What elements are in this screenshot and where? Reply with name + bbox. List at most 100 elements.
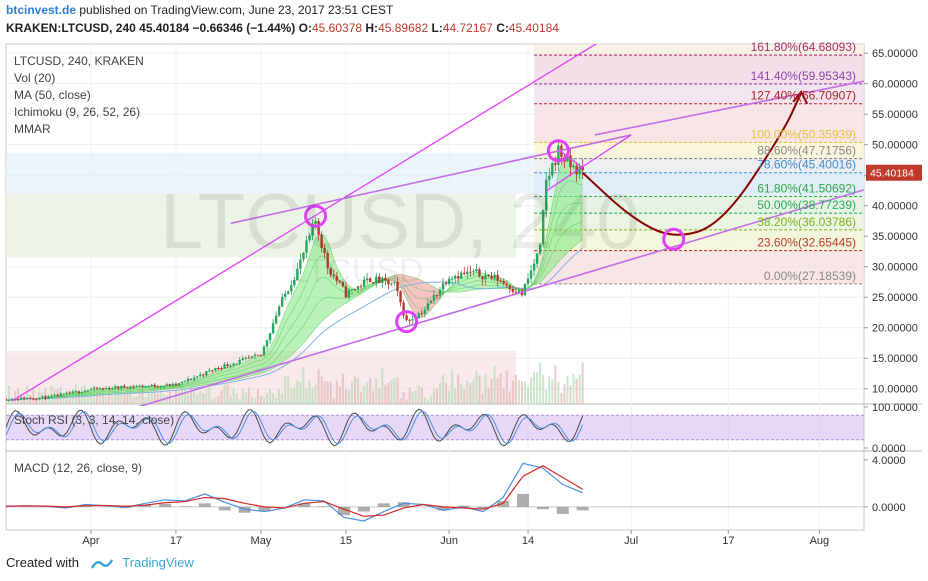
volume-bar bbox=[159, 387, 162, 404]
candle-body bbox=[517, 290, 521, 293]
candle-body bbox=[450, 278, 454, 280]
ribbon-segment bbox=[291, 292, 295, 356]
x-tick-label: Aug bbox=[810, 535, 830, 547]
candle-body bbox=[469, 271, 472, 273]
candle-body bbox=[141, 385, 144, 387]
candle-body bbox=[268, 333, 272, 341]
candle-body bbox=[387, 280, 390, 285]
trend-lines[interactable] bbox=[11, 41, 864, 408]
x-tick-label: Jul bbox=[624, 535, 638, 547]
candle-body bbox=[68, 392, 71, 394]
candle-body bbox=[384, 277, 387, 281]
candle-body bbox=[132, 386, 135, 388]
volume-bar bbox=[220, 390, 223, 404]
volume-bar bbox=[211, 399, 214, 404]
candle-body bbox=[432, 295, 436, 301]
macd-hist bbox=[318, 506, 331, 507]
candle-body bbox=[47, 396, 50, 399]
candle-body bbox=[126, 387, 129, 389]
candle-body bbox=[95, 387, 99, 389]
site-link[interactable]: btcinvest.de bbox=[6, 3, 77, 17]
candle-body bbox=[441, 283, 445, 290]
high-label: H: bbox=[365, 21, 379, 35]
y-tick-label: 35.00000 bbox=[872, 231, 918, 243]
wedge-line bbox=[545, 134, 632, 192]
x-tick-label: 15 bbox=[340, 535, 352, 547]
marker-circle bbox=[662, 227, 686, 251]
volume-bar bbox=[533, 371, 536, 404]
footer-brand[interactable]: TradingView bbox=[122, 555, 194, 570]
candle-body bbox=[457, 276, 460, 279]
fib-label: 127.40%(56.70907) bbox=[751, 89, 856, 103]
chart-area[interactable]: LTCUSD, 240 LTCUSD 161.80%(64.68093) 141.… bbox=[0, 38, 928, 558]
candle-body bbox=[535, 253, 539, 264]
volume-bar bbox=[196, 394, 199, 404]
volume-bar bbox=[241, 388, 244, 404]
volume-bar bbox=[399, 398, 402, 404]
candle-body bbox=[514, 291, 518, 293]
fib-band bbox=[534, 83, 864, 104]
volume-bar bbox=[35, 399, 38, 404]
volume-bar bbox=[448, 390, 451, 404]
low-label: L: bbox=[431, 21, 443, 35]
volume-bar bbox=[451, 368, 454, 404]
candle-body bbox=[271, 323, 275, 334]
volume-bar bbox=[508, 391, 511, 404]
candle-body bbox=[296, 268, 299, 281]
volume-bar bbox=[284, 376, 287, 404]
volume-bar bbox=[563, 384, 566, 404]
volume-bar bbox=[496, 378, 499, 404]
candle-body bbox=[551, 163, 554, 176]
candle-body bbox=[523, 283, 527, 296]
volume-bar bbox=[487, 387, 490, 404]
candle-body bbox=[80, 392, 84, 394]
volume-bar bbox=[126, 385, 129, 404]
macd-hist bbox=[139, 505, 152, 507]
volume-bar bbox=[572, 373, 575, 404]
candle-body bbox=[429, 300, 433, 304]
candle-body bbox=[7, 400, 11, 402]
candle-body bbox=[153, 384, 156, 387]
published-text: published on TradingView.com, June 23, 2… bbox=[79, 3, 394, 17]
candle-body bbox=[71, 391, 74, 394]
volume-bar bbox=[566, 375, 569, 404]
candle-body bbox=[202, 374, 205, 376]
ribbon-segment bbox=[540, 253, 544, 282]
macd-hist bbox=[536, 506, 549, 510]
ribbon-segment bbox=[558, 164, 562, 263]
volume-bar bbox=[123, 392, 126, 404]
ribbon-segment bbox=[282, 311, 286, 363]
volume-bar bbox=[332, 398, 335, 404]
volume-bar bbox=[511, 380, 514, 404]
volume-bar bbox=[135, 396, 138, 404]
volume-bar bbox=[190, 386, 193, 404]
candle-body bbox=[378, 276, 381, 284]
candle-body bbox=[444, 283, 448, 285]
volume-bar bbox=[217, 395, 220, 404]
fib-labels: 161.80%(64.68093) 141.40%(59.95343) 127.40… bbox=[751, 40, 856, 283]
candle-body bbox=[481, 276, 484, 280]
candle-body bbox=[205, 371, 208, 376]
candle-body bbox=[244, 357, 247, 359]
volume-bar bbox=[417, 385, 420, 404]
volume-bar bbox=[408, 387, 411, 404]
candle-body bbox=[478, 269, 481, 277]
macd-hist bbox=[357, 506, 370, 512]
volume-bar bbox=[481, 393, 484, 404]
ribbon-segment bbox=[267, 347, 271, 372]
volume-bar bbox=[384, 384, 387, 404]
candle-body bbox=[311, 223, 314, 236]
y-tick-label: 50.00000 bbox=[872, 140, 918, 152]
candle-body bbox=[199, 374, 202, 377]
footer-created: Created with bbox=[6, 555, 79, 570]
volume-bar bbox=[89, 392, 92, 404]
volume-bar bbox=[223, 384, 226, 404]
volume-bar bbox=[184, 388, 187, 404]
candle-body bbox=[144, 386, 147, 388]
volume-bar bbox=[414, 390, 417, 404]
candle-body bbox=[399, 291, 402, 303]
volume-bar bbox=[187, 392, 190, 404]
volume-bar bbox=[138, 391, 141, 404]
candle-body bbox=[41, 396, 44, 398]
candle-body bbox=[226, 364, 229, 367]
